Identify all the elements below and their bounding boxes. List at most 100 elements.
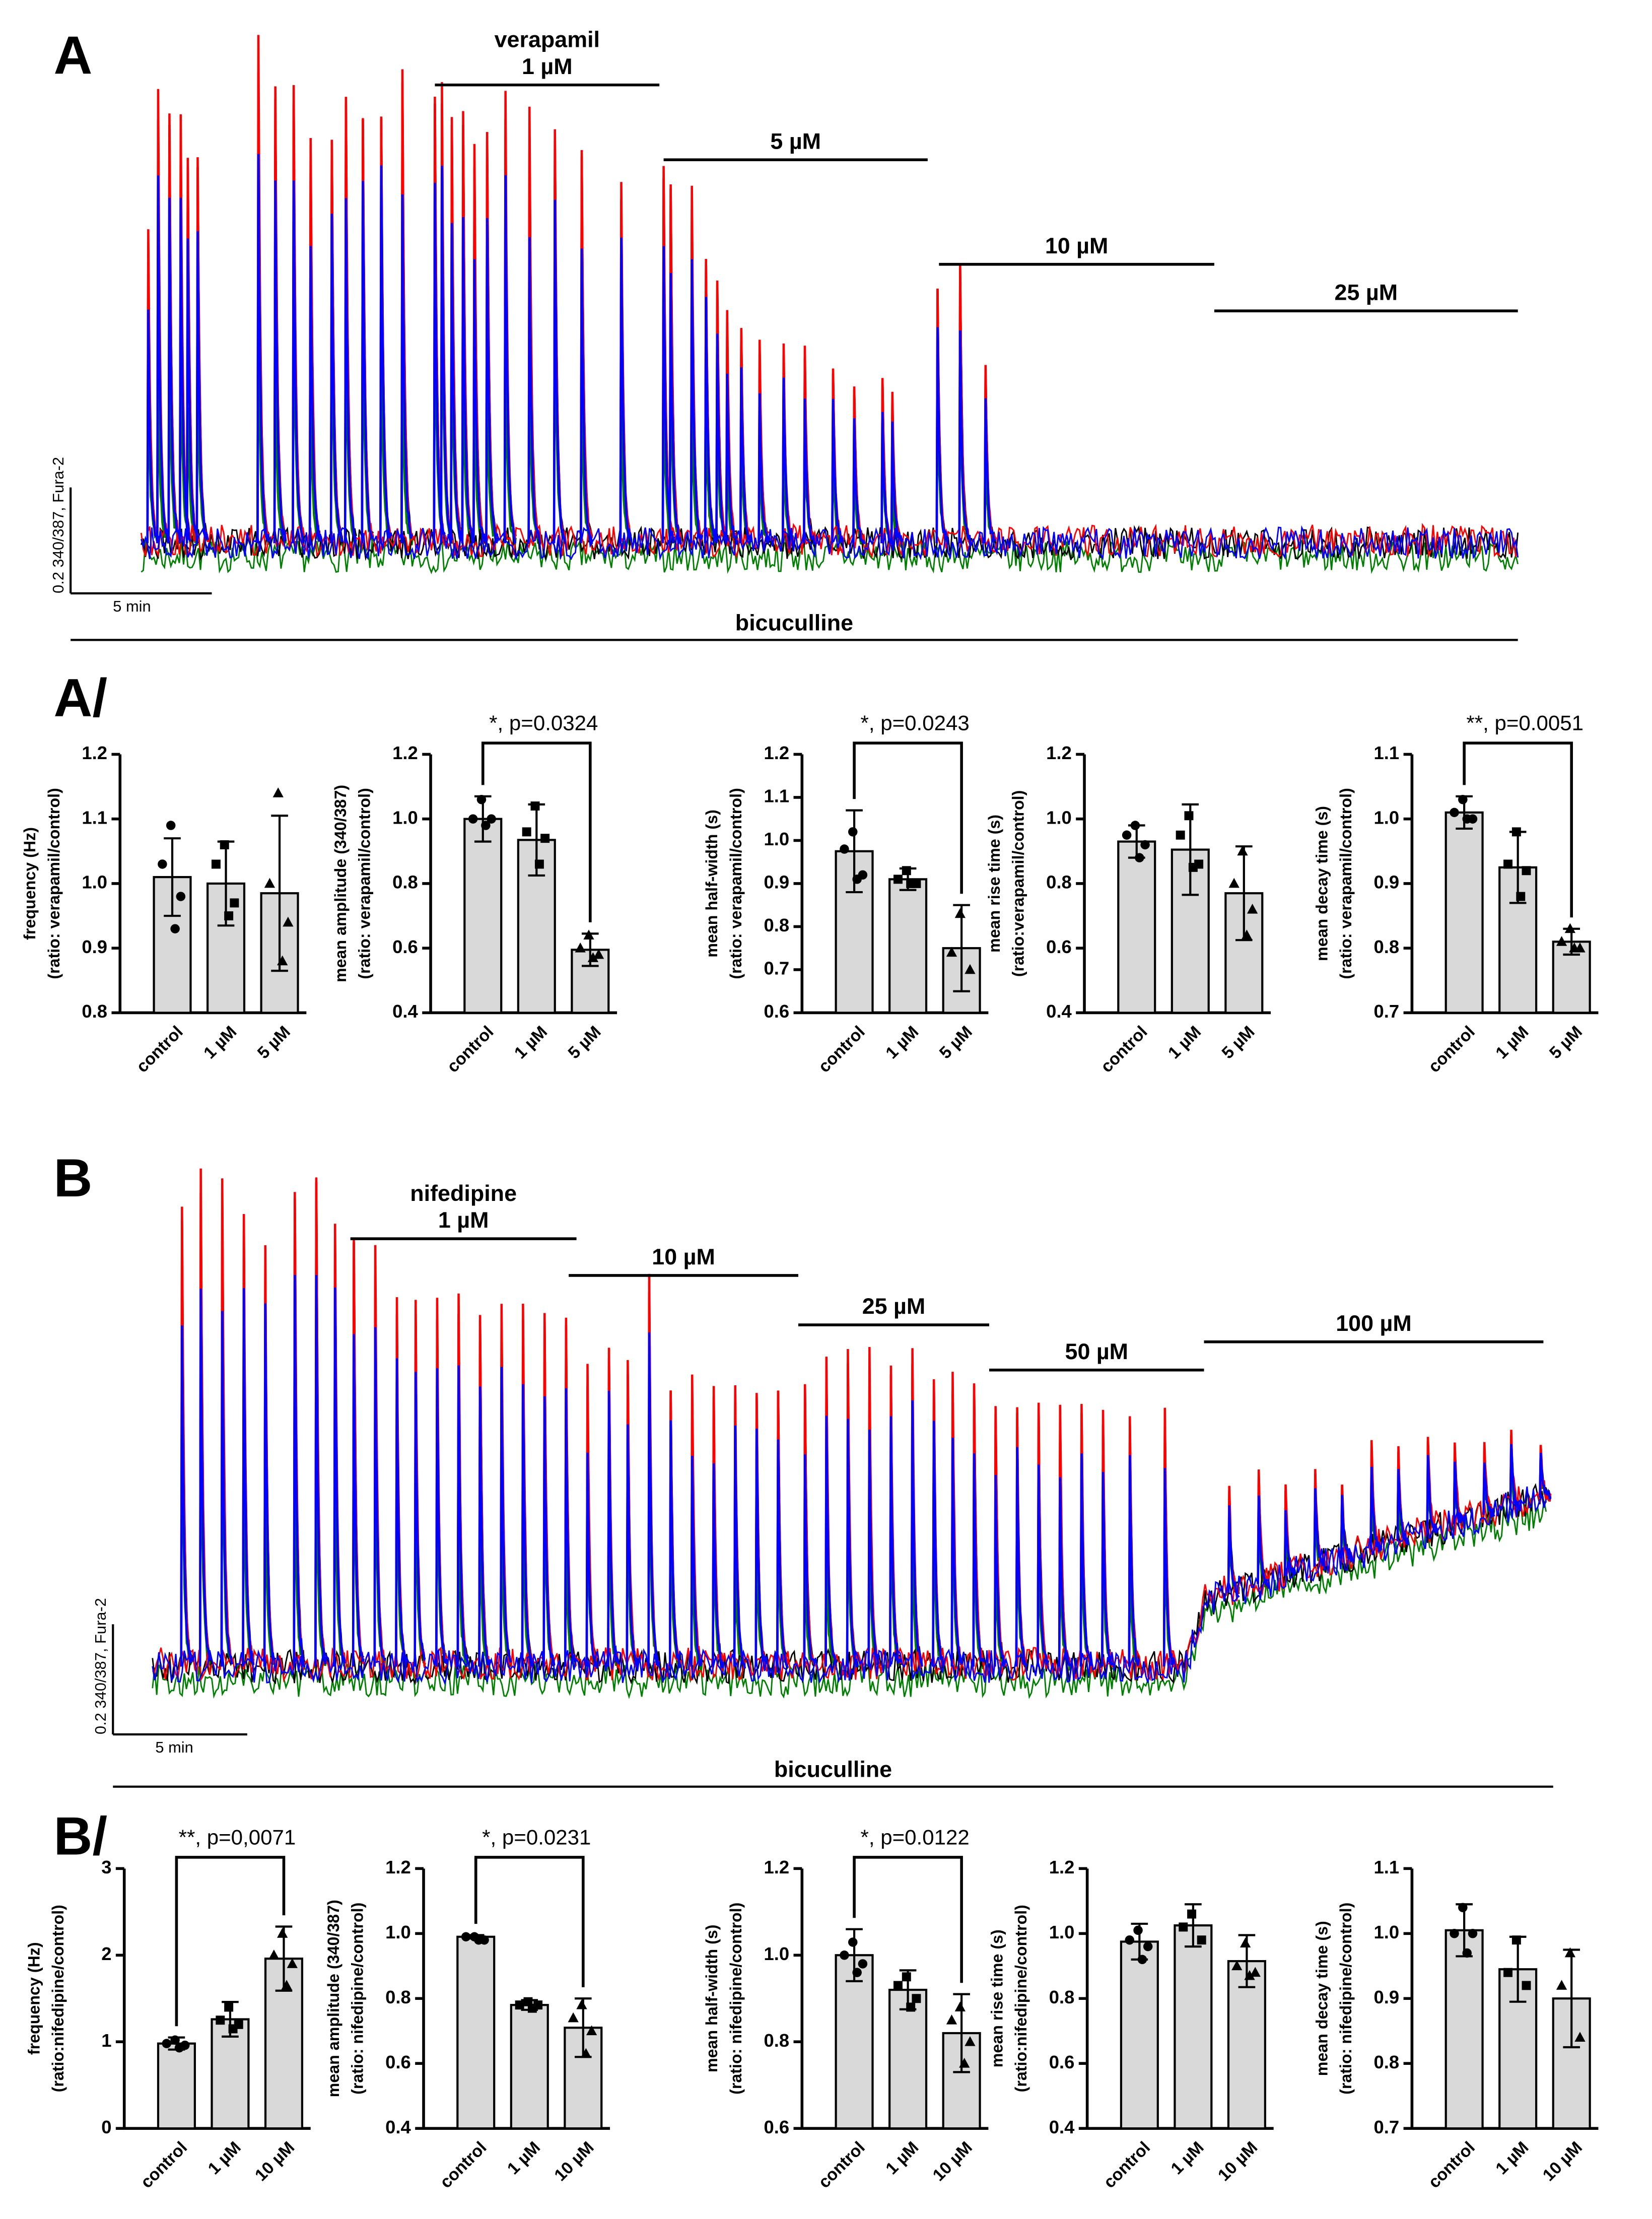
y-tick-label: 0.8 (82, 1001, 107, 1022)
application-label: verapamil (495, 27, 600, 52)
bar (1552, 940, 1591, 1014)
spike-trace (690, 1546, 703, 1674)
spike-trace (776, 1439, 789, 1668)
spike-trace (256, 154, 270, 544)
panel-label: A/ (54, 668, 108, 728)
spike-trace (263, 1303, 276, 1667)
data-point (277, 1928, 288, 1938)
spike-trace (831, 398, 845, 544)
bar (835, 1954, 874, 2130)
data-point (593, 949, 604, 959)
data-point (893, 875, 903, 884)
spike-trace (661, 246, 675, 544)
data-point (954, 2001, 966, 2011)
bar (1227, 1960, 1266, 2130)
data-point (1188, 862, 1198, 872)
spike-trace (758, 393, 771, 544)
bar (1117, 840, 1156, 1014)
y-axis-label: (ratio: nifedipine/control) (727, 1903, 745, 2095)
data-point (476, 794, 487, 804)
y-axis-label: (ratio: verapamil/control) (356, 788, 374, 979)
spike-trace (435, 1368, 448, 1667)
y-tick-label: 0.7 (1374, 2117, 1400, 2137)
y-tick-label: 0.9 (1374, 872, 1400, 893)
y-axis-label: (ratio:nifedipine/control) (49, 1905, 67, 2092)
spike-trace (910, 1400, 923, 1667)
data-point (1122, 830, 1132, 840)
spike-trace (890, 492, 903, 549)
data-point (527, 2003, 537, 2013)
data-point (1462, 1948, 1472, 1958)
spike-trace (199, 1288, 212, 1667)
y-tick-label: 0.8 (764, 915, 789, 935)
spike-trace (156, 175, 170, 544)
significance-label: **, p=0.0051 (1466, 711, 1584, 735)
application-label: 25 µM (862, 1293, 926, 1319)
data-point (1556, 1980, 1567, 1990)
spike-trace (754, 1429, 768, 1667)
data-point (954, 908, 966, 918)
spike-trace (668, 1420, 682, 1668)
y-axis-label: mean rise time (s) (988, 1929, 1006, 2067)
spike-trace (972, 1453, 985, 1667)
significance-label: *, p=0.0324 (489, 711, 598, 735)
data-point (1450, 1929, 1459, 1938)
spike-trace (485, 218, 499, 544)
spike-trace (361, 180, 374, 544)
spike-trace (889, 1416, 902, 1667)
spike-trace (846, 1419, 859, 1668)
spike-trace (273, 180, 287, 544)
spike-trace (585, 1452, 598, 1669)
scale-label-y: 0.2 340/387, Fura-2 (92, 1598, 109, 1734)
spike-trace (167, 197, 181, 544)
spike-trace (395, 1358, 408, 1668)
spike-trace (220, 1311, 233, 1667)
application-label: 25 µM (1335, 279, 1398, 305)
spike-trace (739, 367, 753, 544)
significance-label: *, p=0.0231 (482, 1826, 591, 1849)
spike-trace (803, 1454, 816, 1667)
data-point (1462, 814, 1472, 824)
significance-bracket (474, 1856, 585, 1987)
data-point (1135, 853, 1144, 862)
y-tick-label: 1.1 (82, 807, 107, 828)
data-point (272, 787, 284, 797)
y-tick-label: 1.0 (1374, 1922, 1400, 1942)
data-point (1516, 892, 1526, 901)
spike-trace (500, 1367, 512, 1667)
bar (157, 2042, 196, 2130)
spike-trace (1015, 1447, 1028, 1667)
bar (942, 2032, 981, 2130)
y-tick-label: 1.0 (82, 872, 107, 893)
spike-trace (450, 223, 463, 544)
y-axis-label: frequency (Hz) (21, 827, 39, 940)
spike-trace (647, 1332, 660, 1667)
spike-trace (527, 237, 541, 544)
data-point (1522, 1981, 1531, 1990)
y-axis-label: (ratio: verapamil/control) (727, 788, 745, 979)
significance-bracket (853, 1856, 963, 1983)
data-point (224, 911, 234, 921)
spike-trace (803, 398, 816, 546)
data-point (1564, 923, 1576, 933)
y-tick-label: 0.6 (764, 1001, 789, 1022)
panel-label: B (54, 1148, 93, 1208)
spike-trace (542, 1396, 556, 1667)
spike-trace (1257, 1495, 1270, 1589)
data-point (522, 827, 531, 837)
data-point (1574, 2032, 1586, 2042)
data-point (1556, 936, 1567, 946)
data-point (224, 2002, 234, 2012)
data-point (1522, 866, 1531, 876)
y-axis-label: (ratio: nifedipine/control) (349, 1903, 367, 2095)
spike-trace (292, 180, 305, 544)
y-tick-label: 0.7 (1374, 1001, 1400, 1022)
spike-trace (983, 398, 996, 544)
y-tick-label: 0.8 (385, 1987, 411, 2007)
data-point (216, 2015, 225, 2025)
bar (1444, 811, 1484, 1014)
y-tick-label: 0.8 (1374, 2052, 1400, 2072)
application-label: 50 µM (1065, 1338, 1129, 1364)
y-tick-label: 1.2 (392, 743, 418, 763)
